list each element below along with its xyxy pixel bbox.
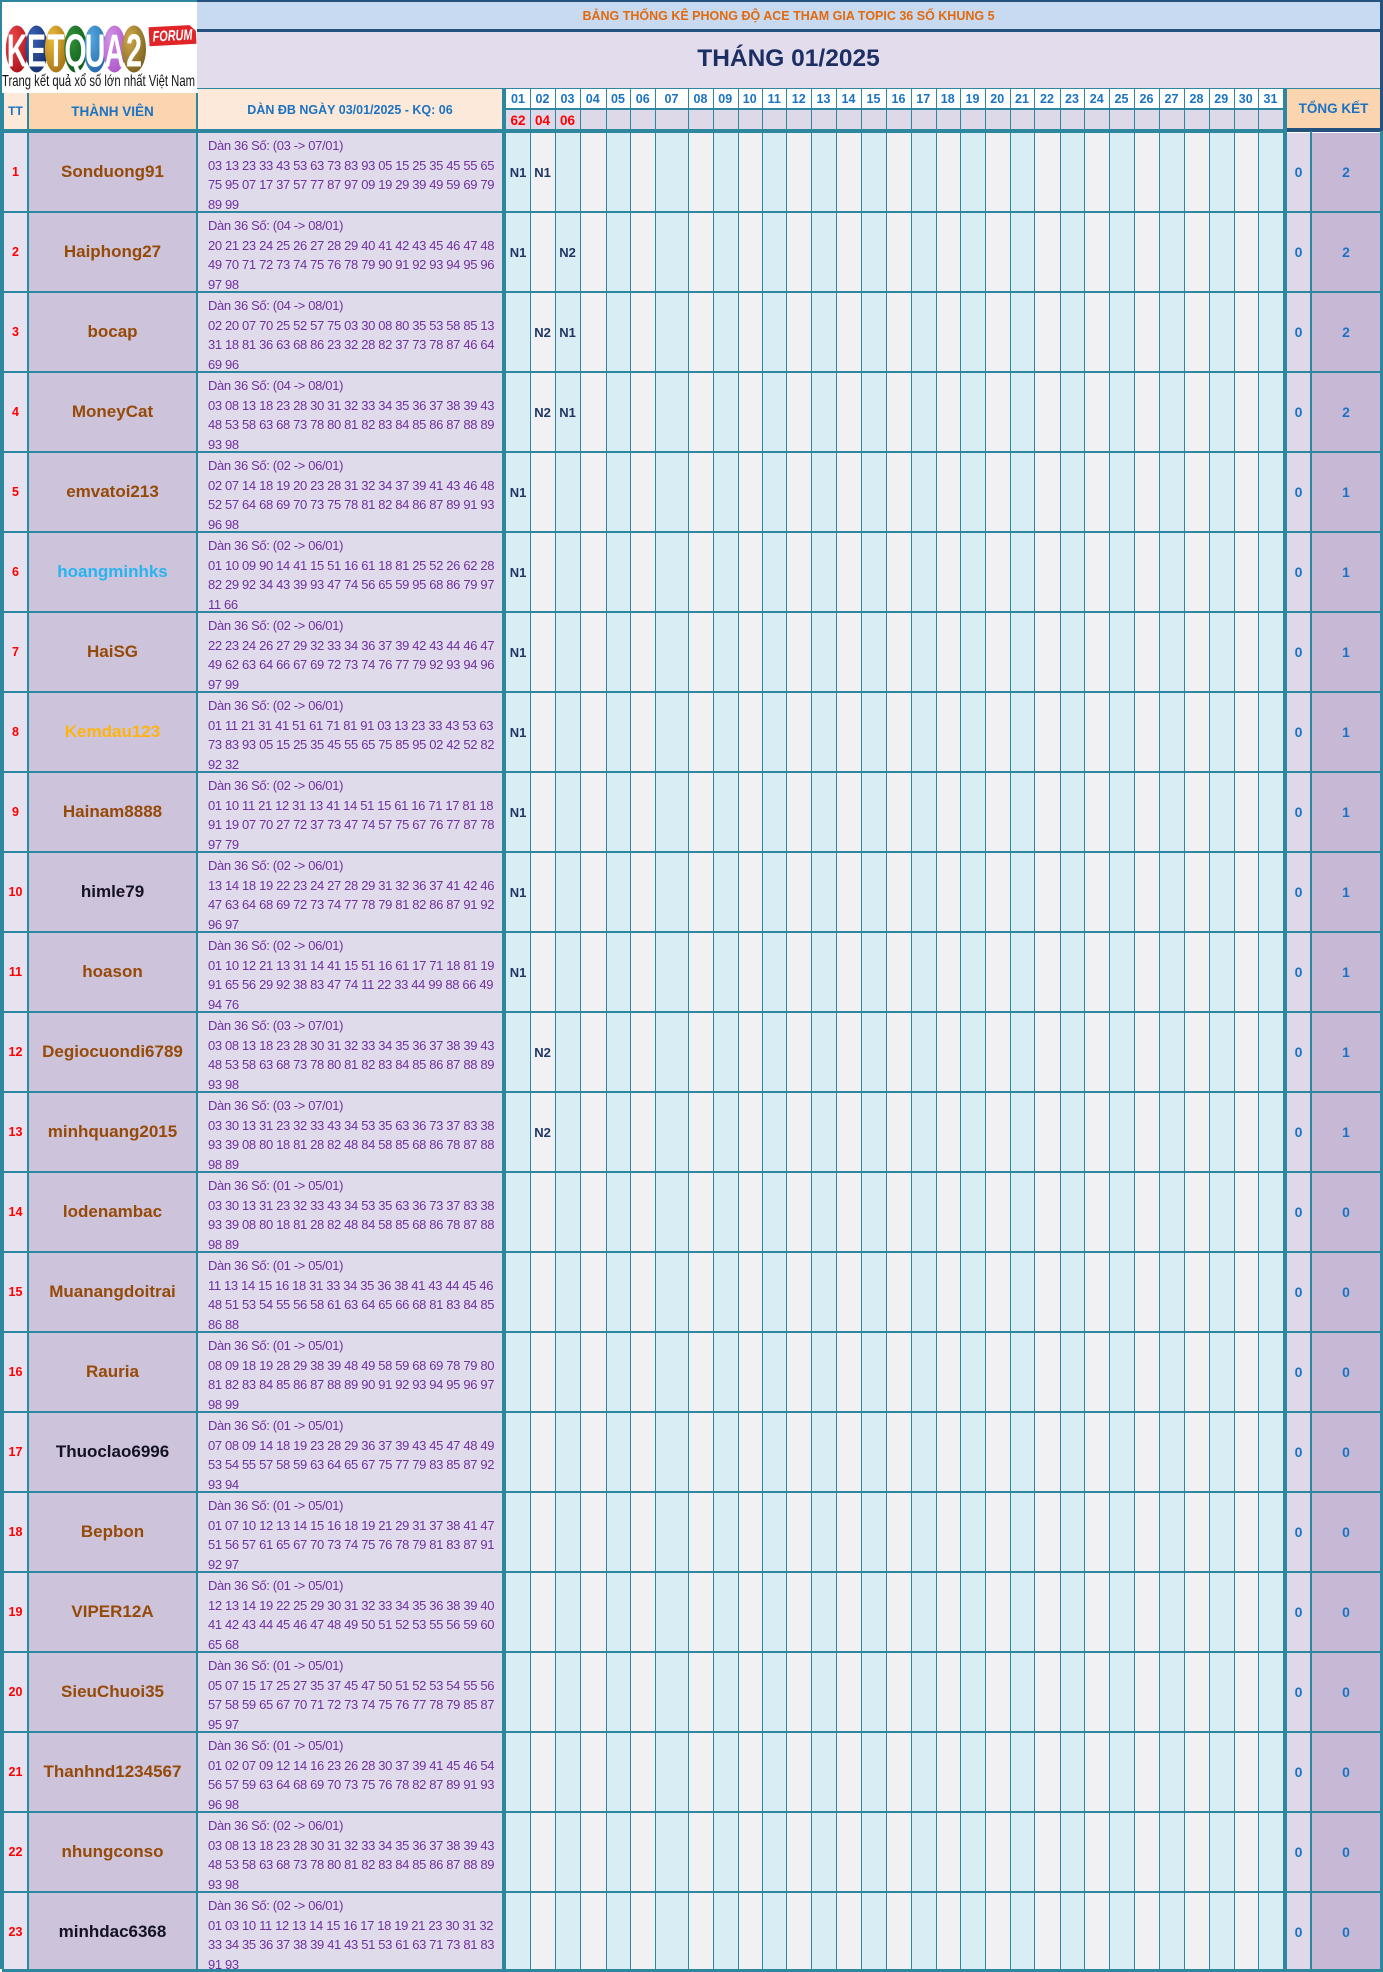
- svg-text:E: E: [27, 26, 46, 78]
- svg-text:A: A: [104, 26, 125, 78]
- svg-text:T: T: [47, 26, 64, 78]
- svg-text:Q: Q: [64, 26, 86, 78]
- svg-text:FORUM: FORUM: [152, 26, 193, 45]
- svg-text:U: U: [85, 26, 106, 78]
- svg-text:K: K: [7, 26, 28, 78]
- svg-text:2: 2: [126, 26, 142, 78]
